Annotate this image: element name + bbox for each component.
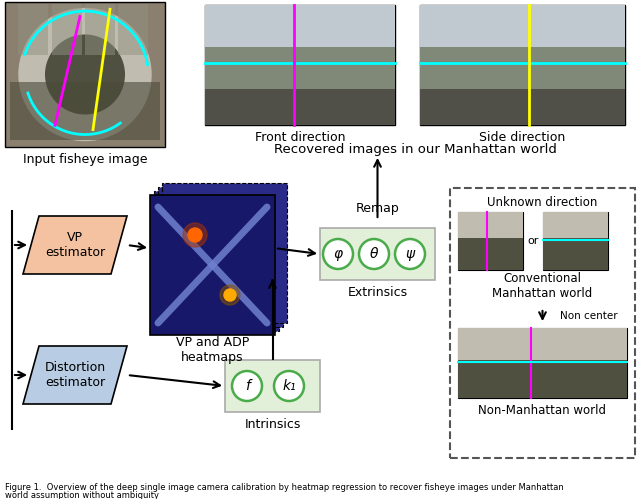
Text: f: f <box>244 379 250 393</box>
Text: Distortion
estimator: Distortion estimator <box>44 361 106 389</box>
Bar <box>543 212 608 238</box>
Bar <box>543 212 608 270</box>
Circle shape <box>220 285 240 305</box>
Bar <box>154 191 279 331</box>
Bar <box>150 195 275 335</box>
Bar <box>205 5 395 47</box>
Polygon shape <box>23 216 127 274</box>
Text: Extrinsics: Extrinsics <box>348 286 408 299</box>
Circle shape <box>188 228 202 242</box>
Circle shape <box>224 289 236 301</box>
Bar <box>458 238 523 270</box>
Text: Side direction: Side direction <box>479 131 566 144</box>
Bar <box>420 89 625 125</box>
Bar <box>420 47 625 89</box>
Text: Conventional
Manhattan world: Conventional Manhattan world <box>492 272 593 300</box>
Circle shape <box>45 34 125 114</box>
Bar <box>458 212 523 270</box>
Circle shape <box>395 239 425 269</box>
Bar <box>458 328 627 398</box>
Circle shape <box>183 223 207 247</box>
Circle shape <box>359 239 389 269</box>
Bar <box>52 4 82 55</box>
Circle shape <box>323 239 353 269</box>
Text: Remap: Remap <box>356 202 399 215</box>
Text: Recovered images in our Manhattan world: Recovered images in our Manhattan world <box>273 143 556 156</box>
Circle shape <box>19 8 152 141</box>
Bar <box>458 212 523 238</box>
Text: Intrinsics: Intrinsics <box>244 419 301 432</box>
Bar <box>420 5 625 125</box>
Text: VP and ADP
heatmaps: VP and ADP heatmaps <box>176 336 249 364</box>
Text: k₁: k₁ <box>282 379 296 393</box>
Bar <box>458 359 627 398</box>
Text: Non-Manhattan world: Non-Manhattan world <box>479 404 607 417</box>
Circle shape <box>274 371 304 401</box>
Bar <box>320 228 435 280</box>
Bar <box>420 5 625 47</box>
Polygon shape <box>23 346 127 404</box>
Text: world assumption without ambiguity: world assumption without ambiguity <box>5 491 159 499</box>
Bar <box>205 89 395 125</box>
Bar <box>85 4 115 55</box>
Circle shape <box>232 371 262 401</box>
Bar <box>19 4 48 55</box>
Bar <box>158 187 283 327</box>
Text: Figure 1.  Overview of the deep single image camera calibration by heatmap regre: Figure 1. Overview of the deep single im… <box>5 484 564 493</box>
Text: Input fisheye image: Input fisheye image <box>23 153 147 166</box>
Bar <box>162 183 287 323</box>
Text: θ: θ <box>370 247 378 261</box>
Bar <box>225 360 320 412</box>
Bar <box>543 238 608 270</box>
Text: ψ: ψ <box>405 247 415 261</box>
Bar <box>450 188 635 458</box>
Bar <box>10 82 160 140</box>
Bar <box>205 47 395 89</box>
Bar <box>458 328 627 359</box>
Text: or: or <box>527 236 539 246</box>
Text: Non center: Non center <box>561 311 618 321</box>
Text: VP
estimator: VP estimator <box>45 231 105 259</box>
Bar <box>5 2 165 147</box>
Bar <box>205 5 395 125</box>
Text: Unknown direction: Unknown direction <box>487 196 598 209</box>
Text: Front direction: Front direction <box>255 131 345 144</box>
Text: φ: φ <box>333 247 342 261</box>
Bar <box>118 4 148 55</box>
